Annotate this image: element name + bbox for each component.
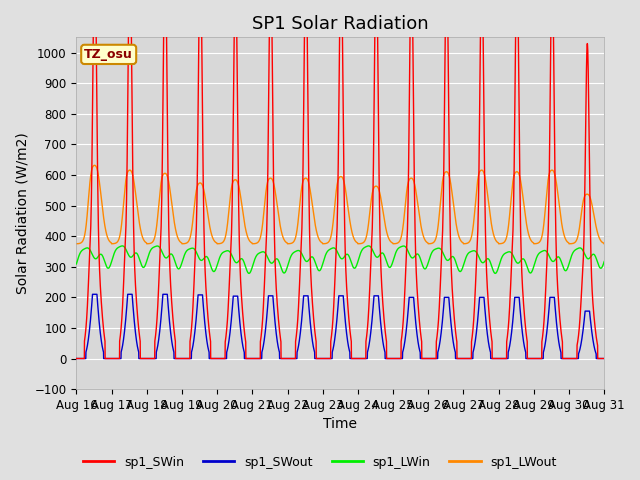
sp1_SWout: [89, 291, 97, 297]
sp1_SWin: [72, 356, 80, 361]
sp1_SWin: [136, 337, 144, 343]
sp1_LWin: [438, 247, 445, 252]
sp1_LWout: [437, 191, 445, 196]
Line: sp1_LWout: sp1_LWout: [76, 165, 604, 244]
X-axis label: Time: Time: [323, 418, 357, 432]
sp1_SWout: [106, 356, 114, 361]
Legend: sp1_SWin, sp1_SWout, sp1_LWin, sp1_LWout: sp1_SWin, sp1_SWout, sp1_LWin, sp1_LWout: [78, 451, 562, 474]
sp1_LWout: [91, 162, 99, 168]
sp1_SWout: [72, 356, 80, 361]
Line: sp1_LWin: sp1_LWin: [76, 246, 604, 274]
sp1_LWin: [245, 271, 253, 276]
sp1_SWin: [136, 332, 143, 337]
sp1_LWout: [237, 193, 244, 199]
sp1_LWin: [365, 243, 372, 249]
sp1_LWout: [600, 241, 608, 247]
sp1_SWout: [480, 296, 488, 302]
sp1_LWin: [106, 264, 113, 270]
sp1_LWout: [480, 171, 488, 177]
Line: sp1_SWout: sp1_SWout: [76, 294, 604, 359]
Y-axis label: Solar Radiation (W/m2): Solar Radiation (W/m2): [15, 132, 29, 294]
sp1_LWout: [136, 224, 144, 230]
sp1_LWin: [72, 261, 80, 267]
sp1_SWout: [136, 356, 143, 361]
sp1_LWout: [106, 239, 114, 244]
sp1_LWin: [136, 258, 144, 264]
Line: sp1_SWin: sp1_SWin: [76, 0, 604, 359]
sp1_LWin: [135, 255, 143, 261]
sp1_SWout: [437, 330, 445, 336]
sp1_SWin: [106, 356, 113, 361]
sp1_SWout: [136, 356, 144, 361]
sp1_LWout: [72, 241, 80, 247]
sp1_SWin: [480, 131, 488, 137]
sp1_LWin: [237, 256, 244, 262]
sp1_SWin: [237, 278, 244, 284]
sp1_LWout: [136, 219, 143, 225]
sp1_SWin: [600, 356, 608, 361]
sp1_LWin: [481, 259, 488, 265]
sp1_SWin: [437, 264, 445, 269]
Title: SP1 Solar Radiation: SP1 Solar Radiation: [252, 15, 429, 33]
sp1_SWout: [600, 356, 608, 361]
Text: TZ_osu: TZ_osu: [84, 48, 133, 61]
sp1_LWin: [600, 259, 608, 264]
sp1_SWout: [237, 327, 244, 333]
